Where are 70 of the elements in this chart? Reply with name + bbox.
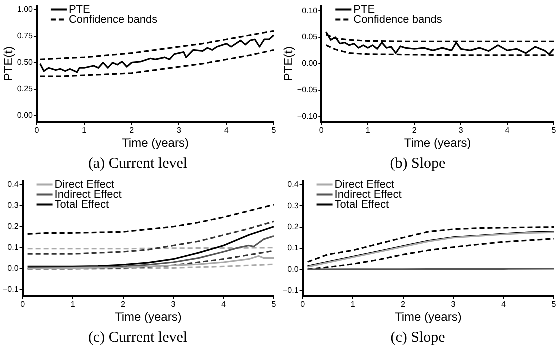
y-tick-label: 0.75 <box>17 32 34 41</box>
legend-label: Confidence bands <box>354 14 443 26</box>
y-tick-label: 0.0 <box>8 264 20 273</box>
y-tick-label: 0.3 <box>8 201 20 210</box>
y-tick-label: −0.1 <box>2 284 20 294</box>
x-tick-label: 3 <box>176 126 182 136</box>
y-tick-label: 0.10 <box>302 6 318 16</box>
line-series <box>39 49 274 78</box>
x-tick-label: 3 <box>451 300 456 310</box>
x-tick-label: 0 <box>20 300 26 310</box>
y-tick-label: 0.00 <box>17 110 34 120</box>
x-axis-title: Time (years) <box>122 136 189 150</box>
legend-label: Total Effect <box>334 198 390 211</box>
x-tick-label: 0 <box>34 126 40 136</box>
y-tick-label: 0.0 <box>288 264 300 274</box>
legend-label: PTE <box>68 4 90 16</box>
x-tick-label: 1 <box>70 300 76 310</box>
legend-label: Direct Effect <box>54 178 115 191</box>
text: (c) Slope <box>390 330 446 346</box>
x-tick-label: 3 <box>458 126 464 136</box>
y-axis-title: PTE(t) <box>2 46 16 82</box>
y-tick-label: −0.05 <box>297 86 318 95</box>
legend-label: Indirect Effect <box>334 188 402 201</box>
x-tick-label: 0 <box>300 300 306 310</box>
y-axis-title: PTE(t) <box>282 46 296 82</box>
y-tick-label: 0.2 <box>288 222 300 232</box>
x-tick-label: 4 <box>222 300 227 310</box>
legend-label: Confidence bands <box>68 14 158 26</box>
x-tick-label: 2 <box>412 126 418 136</box>
x-tick-label: 0 <box>319 126 324 136</box>
x-tick-label: 1 <box>350 300 356 310</box>
x-tick-label: 5 <box>552 300 557 310</box>
x-tick-label: 4 <box>224 126 230 136</box>
line-series <box>27 220 274 255</box>
y-tick-label: 0.50 <box>17 58 34 68</box>
text: (c) Current level <box>88 330 188 346</box>
y-tick-label: 0.1 <box>8 243 20 252</box>
x-tick-label: 5 <box>272 126 277 136</box>
x-tick-label: 1 <box>82 126 88 136</box>
x-axis-title: Time (years) <box>394 310 462 324</box>
y-tick-label: 0.3 <box>288 201 300 210</box>
x-tick-label: 5 <box>272 300 277 310</box>
legend-label: PTE <box>354 4 376 16</box>
line-series <box>307 238 554 270</box>
text: (b) Slope <box>390 156 446 172</box>
y-tick-label: 0.2 <box>8 222 20 232</box>
y-tick-label: 0.4 <box>288 180 300 190</box>
legend-label: Direct Effect <box>334 178 395 191</box>
y-tick-label: 1.00 <box>17 5 34 14</box>
y-tick-label: 0.25 <box>17 84 34 94</box>
x-tick-label: 2 <box>121 300 126 310</box>
x-tick-label: 4 <box>505 126 510 136</box>
line-series <box>39 30 274 60</box>
y-tick-label: −0.10 <box>297 112 318 121</box>
x-tick-label: 2 <box>130 126 135 136</box>
y-tick-label: 0.00 <box>302 59 318 68</box>
y-tick-label: 0.4 <box>8 180 20 190</box>
x-tick-label: 2 <box>401 300 406 310</box>
x-tick-label: 3 <box>171 300 176 310</box>
x-tick-label: 5 <box>552 126 557 136</box>
legend-label: Total Effect <box>54 198 110 211</box>
x-axis-title: Time (years) <box>404 136 472 150</box>
x-tick-label: 1 <box>366 126 371 136</box>
y-tick-label: 0.05 <box>302 32 318 42</box>
x-axis-title: Time (years) <box>114 310 182 324</box>
y-tick-label: −0.1 <box>282 286 300 295</box>
x-tick-label: 4 <box>502 300 507 310</box>
y-tick-label: 0.1 <box>288 244 300 253</box>
legend-label: Indirect Effect <box>54 188 122 201</box>
text: (a) Current level <box>88 156 188 172</box>
